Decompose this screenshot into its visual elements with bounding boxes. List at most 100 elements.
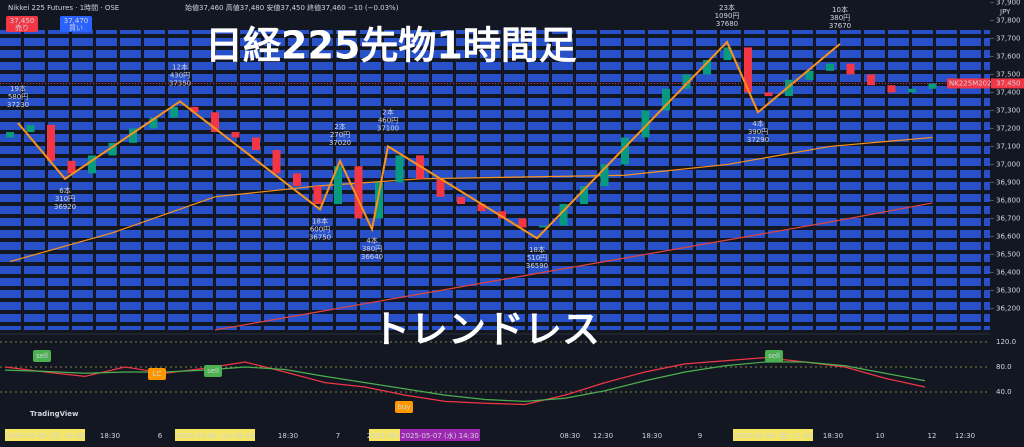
time-highlight [733, 429, 813, 441]
candle [785, 79, 793, 97]
candle [108, 142, 117, 156]
zigzag-bars: 6本 [59, 186, 70, 195]
x-tick-label: 18:30 [278, 432, 298, 440]
zigzag-move: 430円 [170, 71, 190, 79]
x-tick-label: 2025-05-05 (月) 10:30 [6, 432, 84, 440]
candle [887, 85, 896, 93]
sell-price[interactable]: 37,450 [10, 17, 35, 25]
x-tick-label: 10 [876, 432, 885, 440]
candle [867, 74, 875, 86]
candle [6, 132, 14, 138]
buy-price[interactable]: 37,470 [64, 17, 89, 25]
signal-box [33, 350, 51, 362]
y-tick-label: 37,200 [996, 124, 1021, 132]
y-tick-label: 37,300 [996, 106, 1021, 114]
candle [354, 166, 363, 219]
candle [805, 70, 814, 80]
signal-box [204, 365, 222, 377]
y-tick-label: 37,000 [996, 160, 1021, 168]
candle [580, 186, 588, 205]
zigzag-move: 390円 [748, 128, 768, 136]
overlay-title: 日経225先物1時間足 [205, 24, 577, 68]
currency[interactable]: JPY [999, 8, 1011, 16]
candle [826, 63, 834, 71]
x-tick-label: 2025-05-09 (金) 11:30 [734, 431, 812, 440]
sell-label[interactable]: 売り [15, 23, 29, 32]
candle [129, 128, 137, 143]
y-tick-label: 36,400 [996, 268, 1021, 276]
time-highlight [400, 429, 480, 441]
candle [88, 155, 96, 174]
candle [539, 225, 547, 228]
zigzag-move: 1090円 [715, 12, 740, 20]
candle [559, 204, 568, 226]
candle [621, 137, 629, 165]
candle [272, 150, 281, 174]
zigzag-price: 36640 [361, 253, 383, 261]
x-tick-label: 18:30 [642, 432, 662, 440]
x-tick-label: 2025-05-06 (火) 09:30 [176, 432, 254, 440]
signal-box [765, 350, 783, 362]
candle [149, 117, 158, 129]
zigzag-move: 600円 [310, 225, 330, 233]
oscillator-line [4, 361, 926, 402]
zigzag [17, 40, 841, 240]
zigzag-price: 37020 [329, 139, 351, 147]
x-tick-label: 12:30 [593, 432, 613, 440]
y-tick-label: 36,900 [996, 178, 1021, 186]
y-tick-label: 36,500 [996, 250, 1021, 258]
y-tick-label: 37,400 [996, 88, 1021, 96]
candle [457, 196, 465, 205]
last-price-tag [947, 78, 990, 89]
x-tick-label: 18:30 [823, 432, 843, 440]
y-tick-label: 36,700 [996, 214, 1021, 222]
x-tick-label: 2025-05-0 [367, 432, 403, 440]
y-tick-label: 40.0 [996, 388, 1012, 396]
x-tick-label: 7 [336, 432, 340, 440]
zigzag-price: 36920 [54, 203, 76, 211]
zigzag-move: 270円 [330, 131, 350, 139]
candle [764, 92, 773, 97]
signal-box [148, 368, 166, 380]
candle [908, 88, 916, 93]
candle [190, 106, 199, 113]
zigzag-bars: 2本 [382, 107, 393, 116]
symbol[interactable]: Nikkei 225 Futures · 1時間 · OSE [8, 4, 119, 12]
last-price-name: NK225M2025 [949, 79, 996, 87]
y-tick-label: 37,800 [996, 16, 1021, 24]
buy-button[interactable] [60, 16, 92, 32]
zigzag-bars: 4本 [366, 236, 377, 245]
zigzag-bars: 12本 [172, 62, 188, 71]
buy-label[interactable]: 買い [69, 24, 83, 32]
zigzag-bars: 2本 [334, 122, 345, 131]
zigzag-move: 460円 [378, 116, 398, 124]
candle [67, 160, 76, 174]
y-tick-label: 36,300 [996, 286, 1021, 294]
signal-label: sell [36, 352, 48, 360]
zigzag-price: 37670 [829, 22, 851, 30]
price-axis-bg [990, 0, 1024, 447]
sell-button[interactable] [6, 16, 38, 32]
candle [662, 88, 670, 111]
candle [703, 60, 711, 75]
x-tick-label: 12 [928, 432, 937, 440]
candle [211, 112, 219, 133]
candle [600, 164, 609, 187]
candle [334, 166, 342, 205]
header-bg [0, 0, 300, 30]
x-tick-label: 12:30 [955, 432, 975, 440]
candle [231, 132, 240, 138]
zigzag-bars: 19本 [10, 84, 26, 93]
x-tick-label: 08:30 [560, 432, 580, 440]
candle [436, 178, 445, 197]
candle [395, 155, 404, 183]
candle [723, 47, 732, 61]
last-price-box [991, 78, 1024, 89]
zigzag-price: 36750 [309, 233, 331, 241]
zigzag-price: 37680 [716, 20, 738, 28]
moving-average [9, 136, 933, 263]
zigzag-bars: 23本 [719, 3, 735, 12]
candle [293, 173, 301, 187]
signal-label: buy [397, 403, 410, 411]
